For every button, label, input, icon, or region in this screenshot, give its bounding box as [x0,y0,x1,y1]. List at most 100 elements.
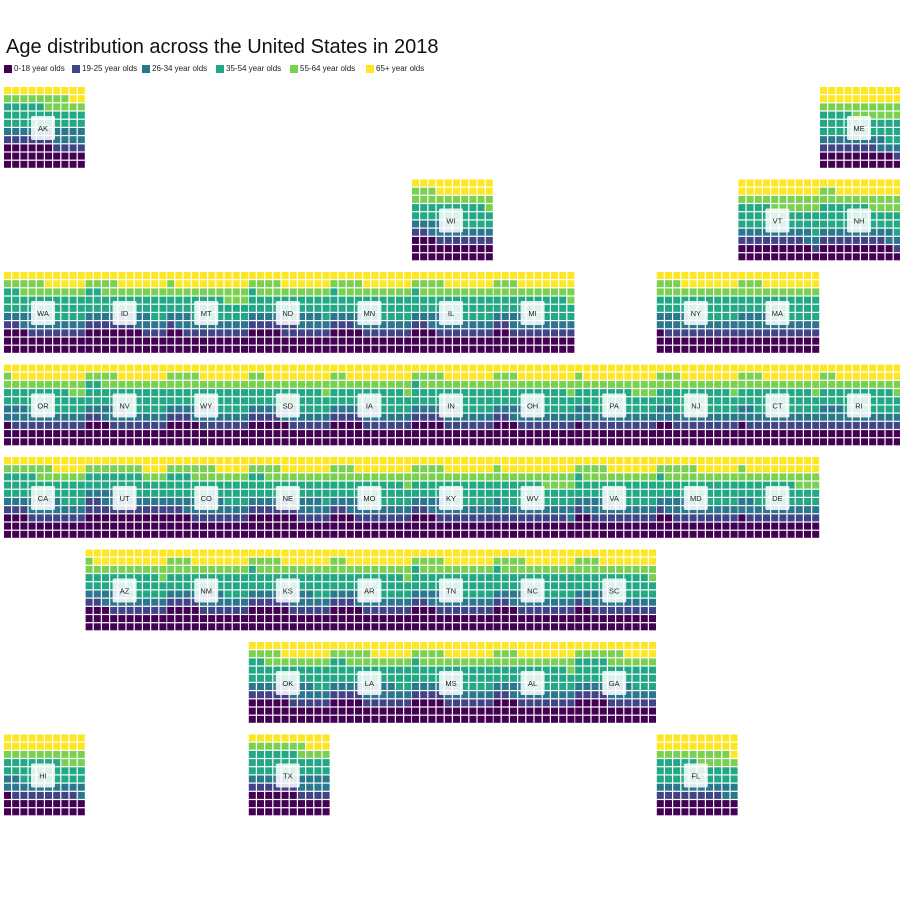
waffle-cell [591,598,599,606]
waffle-cell [371,606,379,614]
waffle-cell [265,389,273,397]
waffle-cell [346,288,354,296]
waffle-cell [20,808,28,816]
waffle-cell [469,187,477,195]
waffle-cell [795,465,803,473]
waffle-cell [828,228,836,236]
waffle-cell [61,329,69,337]
waffle-cell [795,304,803,312]
waffle-cell [567,481,575,489]
waffle-cell [289,329,297,337]
waffle-cell [265,380,273,388]
waffle-cell [551,288,558,296]
waffle-cell [175,313,183,320]
waffle-cell [28,103,36,111]
state-label: CA [38,494,48,503]
waffle-cell [412,530,419,538]
waffle-cell [69,87,77,94]
waffle-cell [265,808,273,816]
waffle-cell [306,413,314,421]
waffle-cell [314,457,322,464]
waffle-cell [387,329,395,337]
waffle-cell [257,565,264,573]
state-label-box [520,671,545,695]
waffle-cell [754,438,762,446]
waffle-cell [697,465,705,473]
waffle-cell [183,489,191,497]
waffle-cell [53,111,61,119]
waffle-cell [722,530,730,538]
waffle-cell [436,623,444,631]
waffle-cell [314,674,322,682]
waffle-cell [69,481,77,489]
waffle-cell [477,272,485,279]
waffle-cell [779,465,787,473]
waffle-cell [501,557,509,565]
waffle-cell [257,606,264,614]
waffle-cell [697,329,705,337]
waffle-cell [110,473,118,481]
waffle-cell [69,530,77,538]
waffle-cell [869,397,877,405]
waffle-cell [836,119,844,127]
waffle-cell [143,473,150,481]
waffle-cell [714,438,722,446]
waffle-cell [632,707,640,715]
waffle-cell [673,413,681,421]
waffle-cell [371,557,379,565]
waffle-cell [4,119,11,127]
waffle-cell [640,715,648,723]
waffle-cell [542,565,550,573]
waffle-cell [420,187,428,195]
waffle-cell [804,421,811,429]
waffle-cell [632,642,640,649]
waffle-cell [861,389,868,397]
waffle-cell [45,111,52,119]
waffle-cell [412,598,419,606]
waffle-cell [28,144,36,152]
waffle-cell [485,514,493,522]
waffle-cell [836,245,844,253]
waffle-cell [379,413,387,421]
waffle-cell [102,280,109,288]
waffle-cell [673,313,681,320]
waffle-cell [412,187,419,195]
waffle-cell [518,372,526,380]
waffle-cell [461,514,469,522]
waffle-cell [20,103,28,111]
waffle-cell [273,650,281,658]
waffle-cell [518,457,526,464]
waffle-cell [551,498,558,505]
waffle-cell [314,321,322,329]
waffle-cell [893,228,900,236]
waffle-cell [110,514,118,522]
waffle-cell [771,253,779,261]
waffle-cell [387,364,395,372]
waffle-cell [126,272,134,279]
waffle-cell [501,473,509,481]
waffle-cell [61,759,69,767]
waffle-cell [608,473,615,481]
waffle-cell [151,364,159,372]
waffle-cell [216,413,224,421]
waffle-cell [510,498,517,505]
waffle-cell [485,272,493,279]
waffle-cell [61,119,69,127]
waffle-cell [583,530,591,538]
waffle-cell [322,489,330,497]
waffle-cell [175,506,183,514]
waffle-cell [518,345,526,353]
waffle-cell [893,136,900,144]
waffle-cell [559,321,567,329]
state-tile-co: CO [167,457,248,538]
waffle-cell [591,590,599,598]
waffle-cell [706,329,713,337]
waffle-cell [493,498,501,505]
waffle-cell [428,272,436,279]
waffle-cell [159,337,167,345]
waffle-cell [428,590,436,598]
waffle-cell [893,187,900,195]
waffle-cell [20,280,28,288]
waffle-cell [754,345,762,353]
waffle-cell [624,707,632,715]
